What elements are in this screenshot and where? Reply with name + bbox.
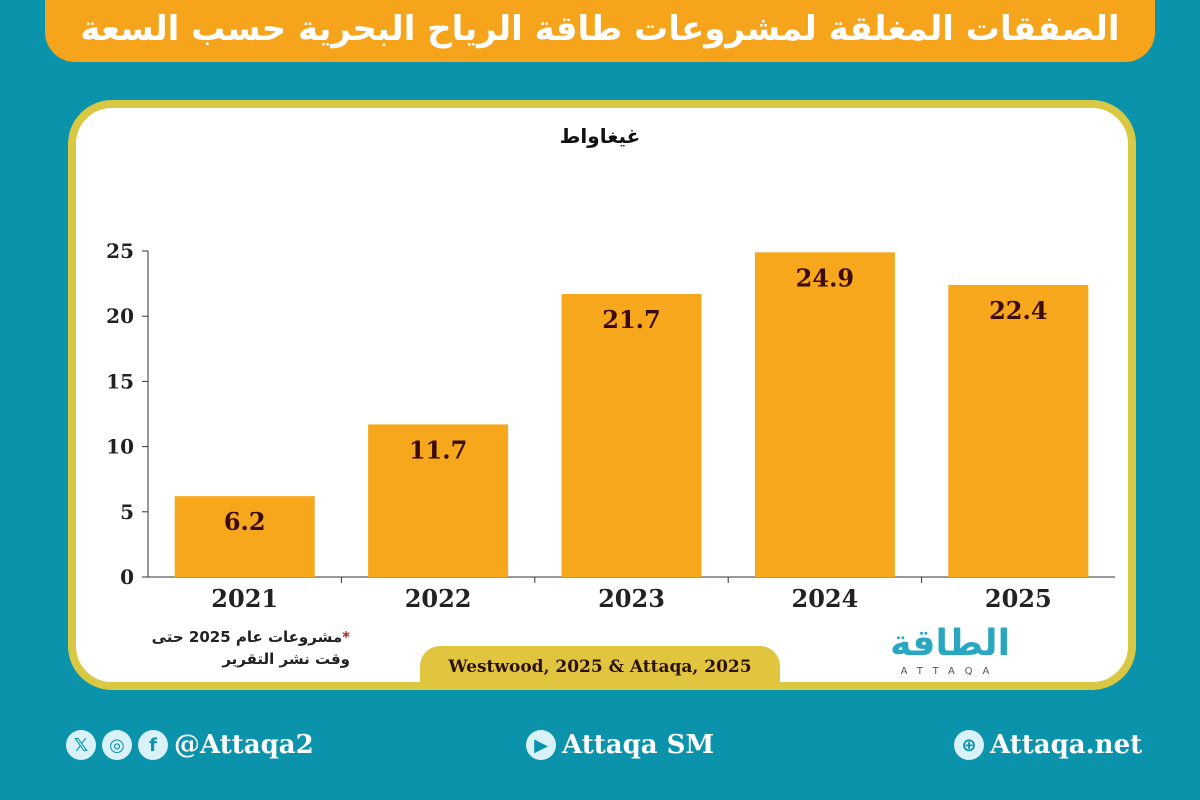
footnote-line2: وقت نشر التقرير <box>222 650 350 668</box>
data-label-2025: 22.4 <box>989 296 1047 325</box>
y-tick-label: 20 <box>106 304 134 328</box>
y-tick-label: 15 <box>106 369 134 393</box>
x-tick-label-2022: 2022 <box>405 584 472 613</box>
y-tick-label: 25 <box>106 239 134 263</box>
footnote: *مشروعات عام 2025 حتى وقت نشر التقرير <box>120 626 350 670</box>
website-link[interactable]: ⊕ Attaqa.net <box>954 730 1142 760</box>
youtube-link[interactable]: ▶ Attaqa SM <box>526 730 714 760</box>
x-tick-label-2024: 2024 <box>792 584 859 613</box>
y-tick-label: 10 <box>106 435 134 459</box>
instagram-icon[interactable]: ◎ <box>102 730 132 760</box>
logo-latin: ATTAQA <box>900 666 1000 677</box>
website-text: Attaqa.net <box>990 730 1143 760</box>
x-tick-label-2021: 2021 <box>211 584 278 613</box>
bar-2021 <box>174 496 315 577</box>
data-label-2021: 6.2 <box>224 507 266 536</box>
bar-2023 <box>561 294 702 577</box>
youtube-icon[interactable]: ▶ <box>526 730 556 760</box>
x-icon[interactable]: 𝕏 <box>66 730 96 760</box>
y-tick-label: 0 <box>120 565 134 589</box>
data-label-2024: 24.9 <box>796 263 854 292</box>
bar-2024 <box>754 252 895 577</box>
x-tick-label-2025: 2025 <box>985 584 1052 613</box>
attaqa-logo: الطاقة ATTAQA <box>870 622 1030 682</box>
facebook-icon[interactable]: f <box>138 730 168 760</box>
bar-2025 <box>948 284 1089 577</box>
source-label: Westwood, 2025 & Attaqa, 2025 <box>420 646 780 688</box>
y-axis-unit: غيغاواط <box>559 124 641 148</box>
bar-2022 <box>368 424 509 577</box>
x-tick-label-2023: 2023 <box>598 584 665 613</box>
chart-title: الصفقات المغلقة لمشروعات طاقة الرياح الب… <box>45 0 1155 62</box>
data-label-2022: 11.7 <box>409 435 467 464</box>
logo-arabic: الطاقة <box>890 623 1010 664</box>
data-label-2023: 21.7 <box>602 305 660 334</box>
globe-icon[interactable]: ⊕ <box>954 730 984 760</box>
y-tick-label: 5 <box>120 500 134 524</box>
footnote-line1: مشروعات عام 2025 حتى <box>151 628 343 646</box>
social-handle[interactable]: 𝕏 ◎ f @Attaqa2 <box>66 730 314 760</box>
youtube-text: Attaqa SM <box>562 730 715 760</box>
social-handle-text: @Attaqa2 <box>174 730 314 760</box>
footnote-star: * <box>342 628 350 646</box>
